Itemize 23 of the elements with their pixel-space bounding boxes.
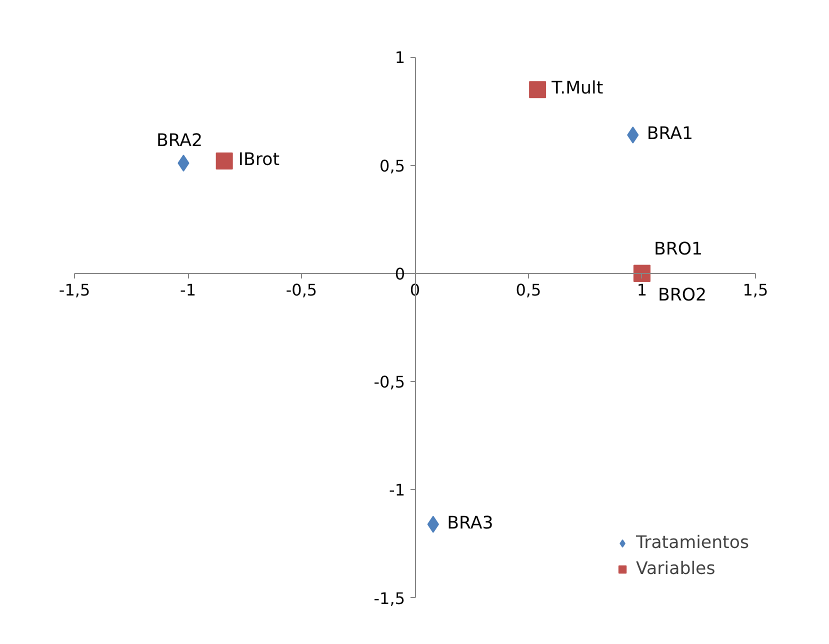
legend-label: Tratamientos [636,533,749,553]
annotation: BRO1 [654,239,703,260]
annotation: BRA1 [646,124,693,144]
y-tick-label: -1 [389,480,405,500]
y-tick-label: 0 [394,264,406,284]
annotation: IBrot [238,150,280,170]
x-tick-label: -1 [180,280,196,300]
y-tick-label: -1,5 [374,588,405,608]
y-tick-label: -0,5 [374,372,405,392]
x-tick-label: 1,5 [742,280,768,300]
y-tick-label: 1 [394,48,406,68]
annotation: T.Mult [550,78,604,99]
point [529,81,546,98]
x-tick-label: -0,5 [286,280,318,300]
annotation: BRO2 [658,285,707,306]
x-tick-label: 0,5 [516,280,542,300]
y-tick-label: 0,5 [380,156,406,176]
annotation: BRA2 [156,131,203,152]
x-tick-label: 1 [636,280,648,300]
point [216,152,233,170]
x-tick-label: -1,5 [58,280,90,300]
legend-label: Variables [636,559,716,579]
annotation: BRA3 [447,513,494,534]
